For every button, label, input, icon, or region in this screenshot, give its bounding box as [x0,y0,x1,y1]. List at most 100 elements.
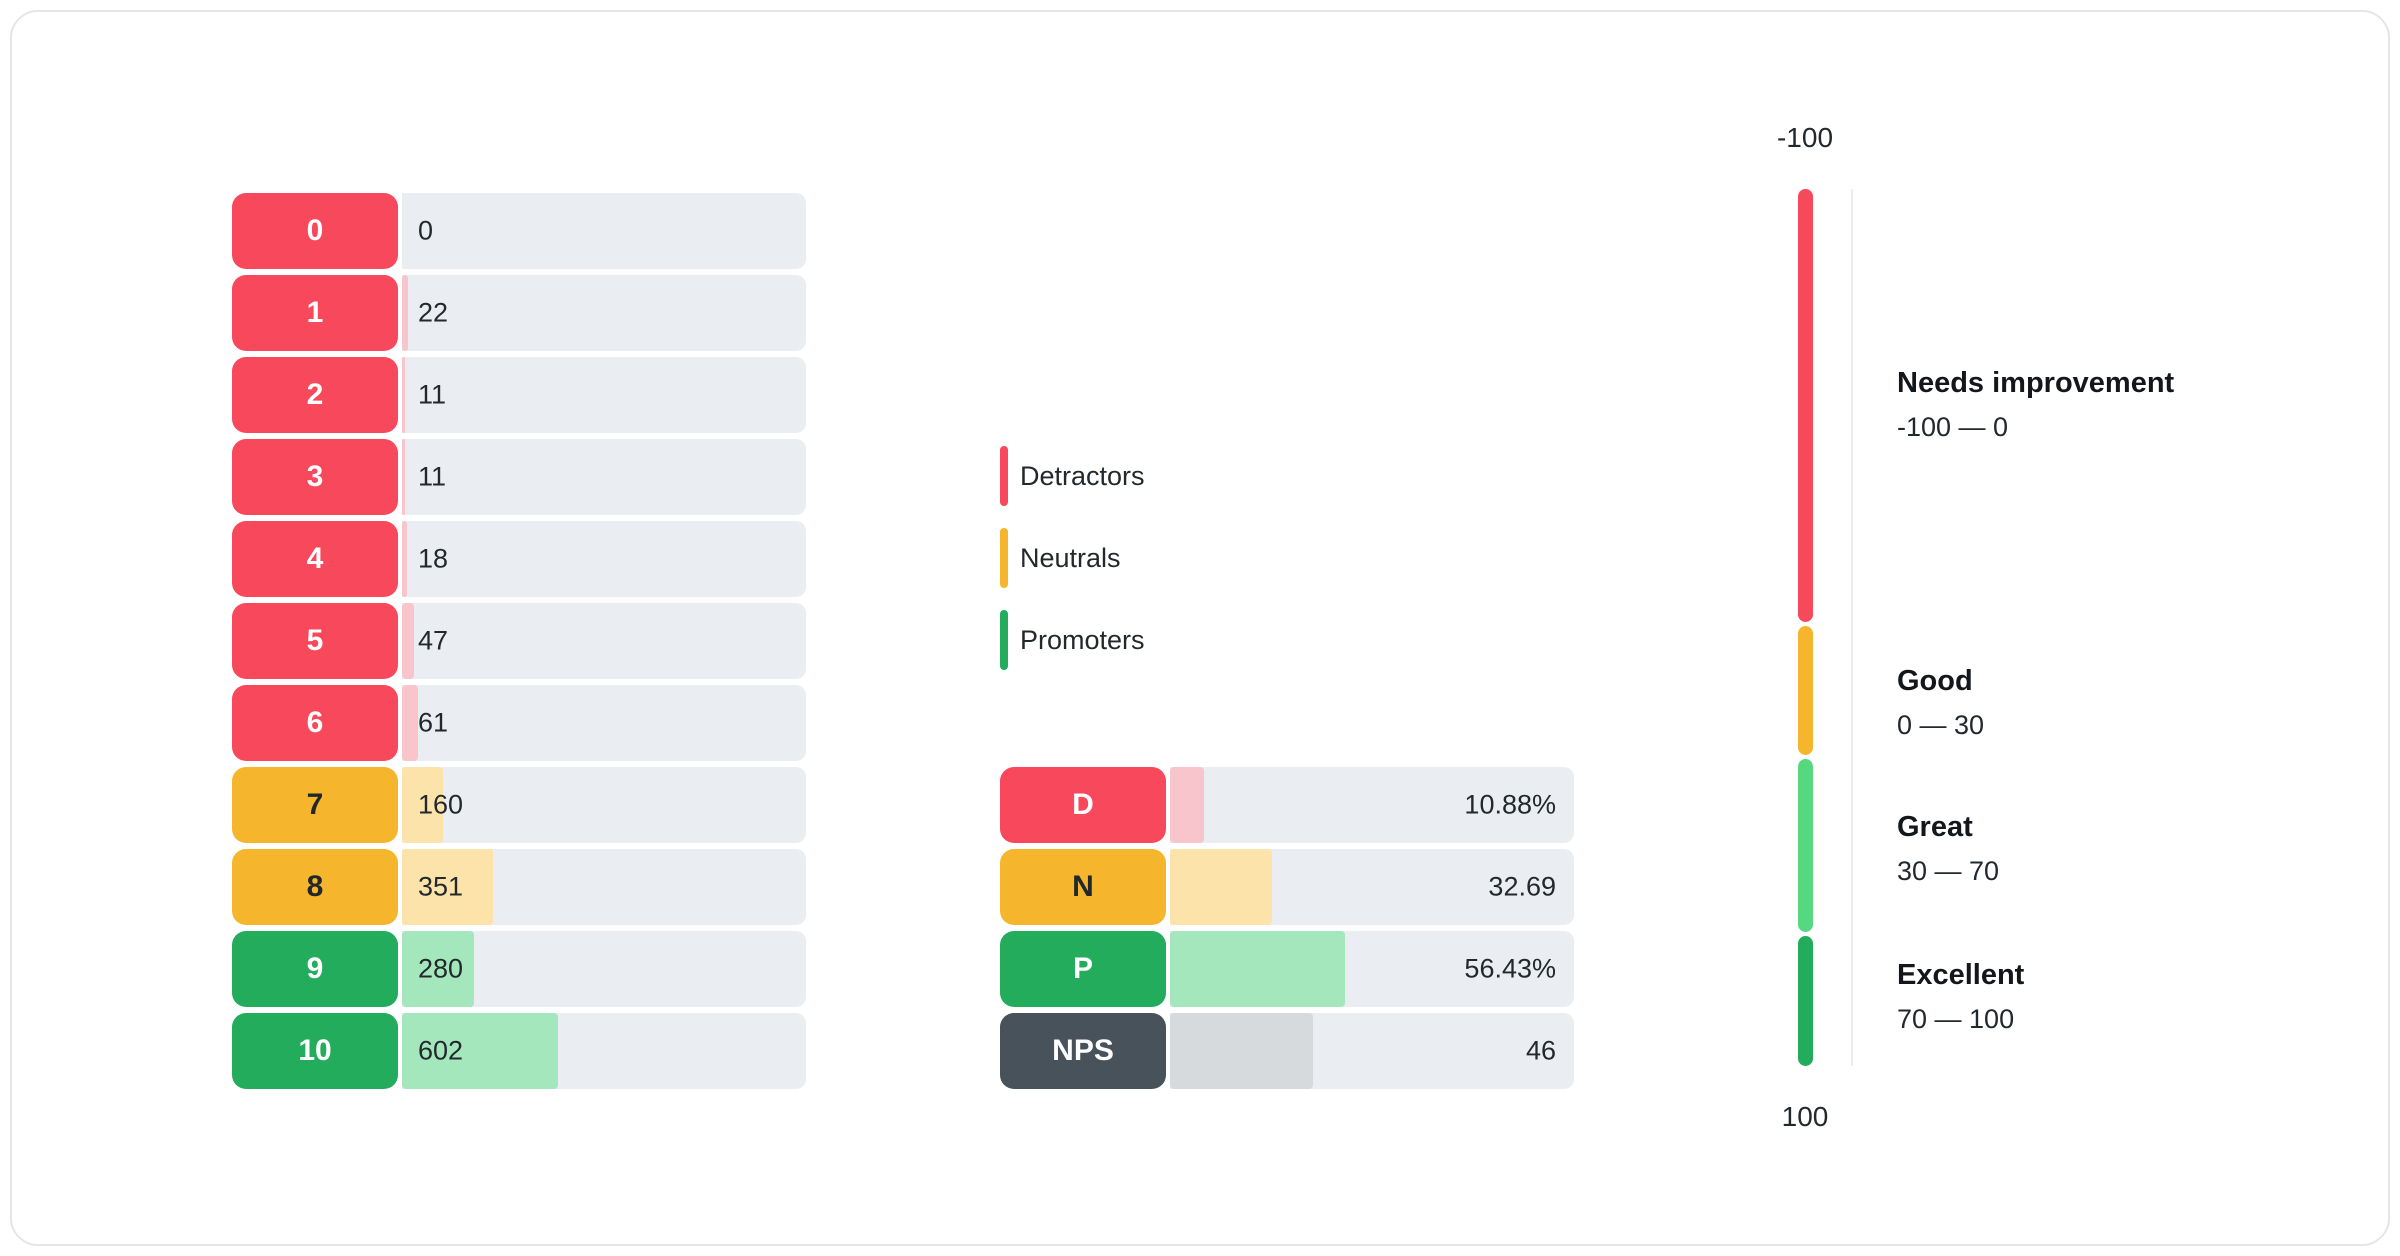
score-track: 18 [402,521,806,597]
summary-row: P 56.43% [1000,931,1574,1007]
gauge-zone-range: 30 — 70 [1897,856,2000,886]
score-badge: 4 [232,521,398,597]
gauge-zone-title: Good [1897,665,1973,697]
gauge-divider [1851,189,1853,1066]
summary-bar-fill [1170,849,1272,925]
gauge-segment-good [1798,625,1813,756]
summary-track: 10.88% [1170,767,1574,843]
score-bar-fill [402,603,415,679]
gauge-zone-title: Excellent [1897,959,2025,991]
score-count: 11 [418,461,447,492]
score-bar-fill [402,1013,558,1089]
score-track: 0 [402,193,806,269]
gauge-zone-label: Good 0 — 30 [1897,665,1984,741]
legend-label: Detractors [1020,460,1145,491]
summary-badge: P [1000,931,1166,1007]
score-bar-fill [402,521,407,597]
score-badge: 3 [232,439,398,515]
score-row: 5 47 [232,603,806,679]
gauge-zone-range: -100 — 0 [1897,412,2009,442]
score-badge: 7 [232,767,398,843]
summary-bar-fill [1170,767,1204,843]
nps-report-card: 0 0 1 22 2 11 3 11 [10,10,2390,1246]
score-track: 160 [402,767,806,843]
legend-color-bar-icon [1000,610,1008,670]
gauge-zone-label: Excellent 70 — 100 [1897,959,2024,1035]
score-distribution: 0 0 1 22 2 11 3 11 [232,193,806,1089]
score-badge: 9 [232,931,398,1007]
score-badge: 1 [232,275,398,351]
summary-value: 10.88% [1464,789,1556,820]
gauge-zone-title: Great [1897,811,1973,843]
summary-badge: NPS [1000,1013,1166,1089]
score-count: 47 [418,625,449,656]
score-track: 602 [402,1013,806,1089]
score-bar-fill [402,439,405,515]
legend-item: Promoters [1000,610,1145,670]
gauge-segment-needs-improvement [1798,189,1813,622]
score-badge: 8 [232,849,398,925]
gauge-zone-range: 70 — 100 [1897,1004,2015,1034]
gauge-zone-range: 0 — 30 [1897,710,1985,740]
score-row: 4 18 [232,521,806,597]
summary-bar-fill [1170,931,1346,1007]
summary-value: 32.69 [1488,871,1556,902]
score-badge: 2 [232,357,398,433]
legend: Detractors Neutrals Promoters [1000,446,1145,670]
score-row: 6 61 [232,685,806,761]
score-count: 11 [418,379,447,410]
summary-row: NPS 46 [1000,1013,1574,1089]
gauge-zone-title: Needs improvement [1897,367,2175,399]
score-bar-fill [402,767,444,843]
score-count: 0 [418,215,434,246]
score-bar-fill [402,685,418,761]
legend-item: Neutrals [1000,528,1145,588]
score-row: 9 280 [232,931,806,1007]
score-bar-fill [402,931,475,1007]
gauge-zone-label: Great 30 — 70 [1897,811,1999,887]
score-count: 18 [418,543,449,574]
score-row: 8 351 [232,849,806,925]
summary-track: 46 [1170,1013,1574,1089]
score-count: 602 [418,1035,464,1066]
summary-row: N 32.69 [1000,849,1574,925]
gauge-segment-great [1798,759,1813,933]
nps-summary: D 10.88% N 32.69 P 56.43% NPS 46 [1000,767,1574,1089]
score-count: 351 [418,871,464,902]
score-badge: 5 [232,603,398,679]
score-badge: 0 [232,193,398,269]
legend-label: Promoters [1020,624,1145,655]
score-bar-fill [402,357,405,433]
score-count: 280 [418,953,464,984]
score-track: 280 [402,931,806,1007]
gauge-zone-label: Needs improvement -100 — 0 [1897,367,2174,443]
score-row: 0 0 [232,193,806,269]
score-track: 11 [402,357,806,433]
score-row: 1 22 [232,275,806,351]
summary-value: 56.43% [1464,953,1556,984]
legend-item: Detractors [1000,446,1145,506]
summary-badge: N [1000,849,1166,925]
summary-value: 46 [1525,1035,1556,1066]
legend-color-bar-icon [1000,528,1008,588]
gauge-segment-excellent [1798,936,1813,1066]
score-track: 47 [402,603,806,679]
score-track: 61 [402,685,806,761]
summary-bar-fill [1170,1013,1313,1089]
score-row: 7 160 [232,767,806,843]
legend-label: Neutrals [1020,542,1121,573]
score-bar-fill [402,849,493,925]
score-bar-fill [402,275,408,351]
score-badge: 10 [232,1013,398,1089]
legend-color-bar-icon [1000,446,1008,506]
summary-row: D 10.88% [1000,767,1574,843]
gauge-scale [1798,189,1813,1066]
score-track: 351 [402,849,806,925]
summary-badge: D [1000,767,1166,843]
score-badge: 6 [232,685,398,761]
score-count: 61 [418,707,449,738]
score-count: 22 [418,297,449,328]
summary-track: 32.69 [1170,849,1574,925]
gauge-max-label: -100 [1776,122,1834,153]
score-row: 10 602 [232,1013,806,1089]
